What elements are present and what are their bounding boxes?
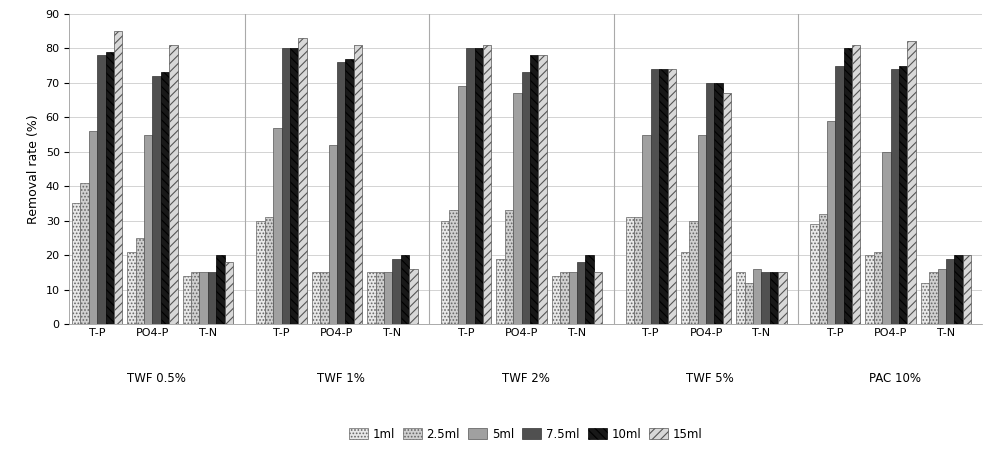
- Bar: [585, 255, 593, 324]
- Bar: [736, 272, 745, 324]
- Bar: [651, 69, 659, 324]
- Bar: [127, 252, 136, 324]
- Bar: [659, 69, 668, 324]
- Bar: [843, 48, 852, 324]
- Bar: [865, 255, 874, 324]
- Bar: [963, 255, 971, 324]
- Bar: [874, 252, 882, 324]
- Bar: [384, 272, 393, 324]
- Bar: [72, 203, 80, 324]
- Bar: [88, 131, 97, 324]
- Bar: [265, 217, 273, 324]
- Bar: [745, 283, 753, 324]
- Y-axis label: Removal rate (%): Removal rate (%): [27, 114, 40, 224]
- Bar: [668, 69, 676, 324]
- Bar: [393, 259, 401, 324]
- Bar: [882, 152, 891, 324]
- Bar: [513, 93, 522, 324]
- Bar: [136, 238, 144, 324]
- Bar: [458, 86, 466, 324]
- Bar: [810, 224, 818, 324]
- Bar: [97, 55, 105, 324]
- Bar: [937, 269, 946, 324]
- Bar: [753, 269, 762, 324]
- Bar: [930, 272, 937, 324]
- Bar: [153, 76, 161, 324]
- Bar: [199, 272, 208, 324]
- Legend: 1ml, 2.5ml, 5ml, 7.5ml, 10ml, 15ml: 1ml, 2.5ml, 5ml, 7.5ml, 10ml, 15ml: [344, 423, 707, 445]
- Bar: [899, 66, 908, 324]
- Bar: [560, 272, 568, 324]
- Bar: [593, 272, 602, 324]
- Bar: [449, 210, 458, 324]
- Bar: [161, 73, 170, 324]
- Bar: [273, 128, 282, 324]
- Bar: [114, 31, 122, 324]
- Bar: [539, 55, 547, 324]
- Bar: [852, 45, 860, 324]
- Bar: [441, 221, 449, 324]
- Bar: [483, 45, 491, 324]
- Bar: [954, 255, 963, 324]
- Text: TWF 5%: TWF 5%: [686, 372, 734, 385]
- Bar: [216, 255, 224, 324]
- Bar: [170, 45, 178, 324]
- Bar: [522, 73, 530, 324]
- Bar: [779, 272, 787, 324]
- Bar: [144, 135, 153, 324]
- Bar: [552, 276, 560, 324]
- Bar: [311, 272, 320, 324]
- Bar: [643, 135, 651, 324]
- Bar: [827, 121, 835, 324]
- Bar: [496, 259, 505, 324]
- Bar: [762, 272, 770, 324]
- Bar: [224, 262, 233, 324]
- Bar: [505, 210, 513, 324]
- Text: TWF 0.5%: TWF 0.5%: [127, 372, 186, 385]
- Bar: [299, 38, 307, 324]
- Bar: [328, 145, 337, 324]
- Bar: [105, 52, 114, 324]
- Bar: [714, 83, 723, 324]
- Bar: [257, 221, 265, 324]
- Bar: [568, 272, 577, 324]
- Bar: [689, 221, 697, 324]
- Bar: [401, 255, 409, 324]
- Bar: [367, 272, 376, 324]
- Bar: [320, 272, 328, 324]
- Bar: [577, 262, 585, 324]
- Bar: [337, 62, 345, 324]
- Bar: [835, 66, 843, 324]
- Bar: [818, 214, 827, 324]
- Bar: [706, 83, 714, 324]
- Bar: [530, 55, 539, 324]
- Bar: [681, 252, 689, 324]
- Text: TWF 2%: TWF 2%: [502, 372, 550, 385]
- Bar: [290, 48, 299, 324]
- Text: PAC 10%: PAC 10%: [869, 372, 921, 385]
- Bar: [697, 135, 706, 324]
- Bar: [208, 272, 216, 324]
- Bar: [891, 69, 899, 324]
- Bar: [191, 272, 199, 324]
- Bar: [345, 59, 354, 324]
- Bar: [634, 217, 643, 324]
- Bar: [183, 276, 191, 324]
- Text: TWF 1%: TWF 1%: [317, 372, 365, 385]
- Bar: [282, 48, 290, 324]
- Bar: [474, 48, 483, 324]
- Bar: [409, 269, 418, 324]
- Bar: [376, 272, 384, 324]
- Bar: [354, 45, 362, 324]
- Bar: [626, 217, 634, 324]
- Bar: [466, 48, 474, 324]
- Bar: [946, 259, 954, 324]
- Bar: [770, 272, 779, 324]
- Bar: [921, 283, 930, 324]
- Bar: [80, 183, 88, 324]
- Bar: [723, 93, 731, 324]
- Bar: [908, 42, 916, 324]
